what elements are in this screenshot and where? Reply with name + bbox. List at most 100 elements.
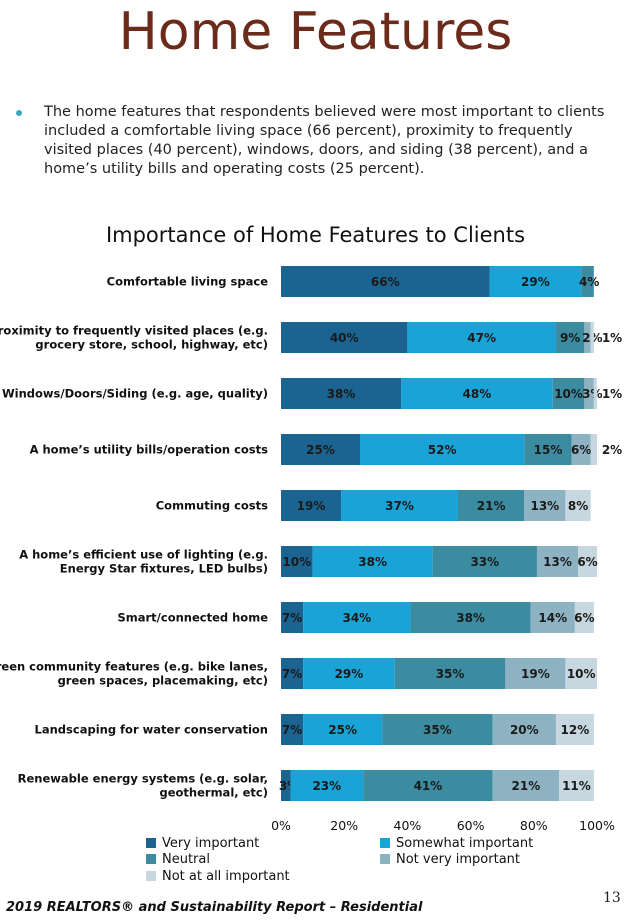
data-label: 38%: [456, 611, 485, 625]
bar-segment: [281, 378, 402, 409]
data-label: 14%: [538, 611, 567, 625]
data-label: 48%: [463, 387, 492, 401]
data-label: 10%: [282, 555, 311, 569]
bar-segment: [303, 602, 411, 633]
data-label: 4%: [579, 275, 599, 289]
chart-title: Importance of Home Features to Clients: [105, 223, 526, 247]
bar-segment: [360, 434, 525, 465]
legend-swatch: [380, 838, 390, 848]
bar-segment: [281, 770, 291, 801]
x-tick-label: 60%: [457, 818, 485, 833]
data-label: 10%: [567, 667, 596, 681]
bar-segment: [407, 322, 556, 353]
data-label: 15%: [534, 443, 563, 457]
category-label: Smart/connected home: [117, 611, 268, 625]
bar-segment: [281, 322, 408, 353]
bar-segment: [303, 658, 395, 689]
bar-segment: [571, 434, 591, 465]
data-label: 23%: [312, 779, 341, 793]
data-label: 21%: [512, 779, 541, 793]
legend-label: Neutral: [162, 852, 210, 867]
data-label: 12%: [561, 723, 590, 737]
bar-segment: [281, 546, 313, 577]
category-label: Commuting costs: [156, 499, 268, 513]
bar-segment: [530, 602, 575, 633]
data-label: 9%: [560, 331, 580, 345]
legend-swatch: [146, 854, 156, 864]
bar-segment: [524, 490, 566, 521]
data-label: 10%: [554, 387, 583, 401]
category-label: Comfortable living space: [107, 275, 269, 289]
data-label: 37%: [385, 499, 414, 513]
bar-segment: [341, 490, 458, 521]
x-tick-label: 20%: [330, 818, 358, 833]
bar-segment: [492, 714, 556, 745]
data-label: 35%: [423, 723, 452, 737]
bar-segment: [363, 770, 493, 801]
legend-swatch: [146, 871, 156, 881]
data-label: 7%: [282, 667, 302, 681]
bar-segment: [432, 546, 537, 577]
bullet-dot-icon: [16, 110, 22, 116]
bar-segment: [555, 714, 594, 745]
data-label: 47%: [467, 331, 496, 345]
data-label: 6%: [577, 555, 597, 569]
legend-label: Very important: [162, 836, 259, 851]
bar-segment: [394, 658, 506, 689]
category-label: Proximity to frequently visited places (…: [0, 324, 268, 352]
data-label: 13%: [530, 499, 559, 513]
data-label: 2%: [602, 443, 622, 457]
bar-segment: [457, 490, 525, 521]
bar-segment: [584, 322, 591, 353]
bar-segment: [574, 602, 594, 633]
data-label: 25%: [306, 443, 335, 457]
bar-segment: [281, 434, 360, 465]
bar-segment: [281, 490, 342, 521]
bar-segment: [536, 546, 579, 577]
bar-segment: [281, 658, 304, 689]
bar-segment: [593, 378, 597, 409]
data-label: 35%: [436, 667, 465, 681]
data-label: 19%: [297, 499, 326, 513]
data-label: 19%: [521, 667, 550, 681]
category-label: A home’s utility bills/operation costs: [30, 443, 269, 457]
data-label: 25%: [328, 723, 357, 737]
page-title: Home Features: [118, 2, 513, 62]
x-tick-label: 100%: [579, 818, 615, 833]
data-label: 6%: [571, 443, 591, 457]
bar-segment: [290, 770, 364, 801]
bar-segment: [552, 378, 585, 409]
bar-segment: [555, 322, 585, 353]
data-label: 34%: [342, 611, 371, 625]
data-label: 33%: [470, 555, 499, 569]
data-label: 66%: [371, 275, 400, 289]
bar-segment: [382, 714, 493, 745]
legend-label: Not at all important: [162, 869, 290, 884]
data-label: 13%: [543, 555, 572, 569]
bar-segment: [492, 770, 560, 801]
bar-segment: [281, 602, 304, 633]
data-label: 7%: [282, 723, 302, 737]
bar-segment: [584, 378, 594, 409]
bar-segment: [505, 658, 566, 689]
bar-segment: [303, 714, 383, 745]
bar-segment: [312, 546, 433, 577]
data-label: 38%: [327, 387, 356, 401]
data-label: 38%: [358, 555, 387, 569]
bar-segment: [401, 378, 553, 409]
bar-segment: [524, 434, 572, 465]
bar-segment: [565, 658, 597, 689]
legend-swatch: [146, 838, 156, 848]
summary-bullet: The home features that respondents belie…: [44, 104, 605, 177]
data-label: 29%: [521, 275, 550, 289]
legend-swatch: [380, 854, 390, 864]
data-label: 1%: [602, 387, 622, 401]
page-number: 13: [603, 890, 621, 906]
data-label: 40%: [330, 331, 359, 345]
x-tick-label: 40%: [394, 818, 422, 833]
category-label: Landscaping for water conservation: [35, 723, 268, 737]
data-label: 52%: [428, 443, 457, 457]
data-label: 29%: [335, 667, 364, 681]
legend-label: Somewhat important: [396, 836, 533, 851]
data-label: 7%: [282, 611, 302, 625]
